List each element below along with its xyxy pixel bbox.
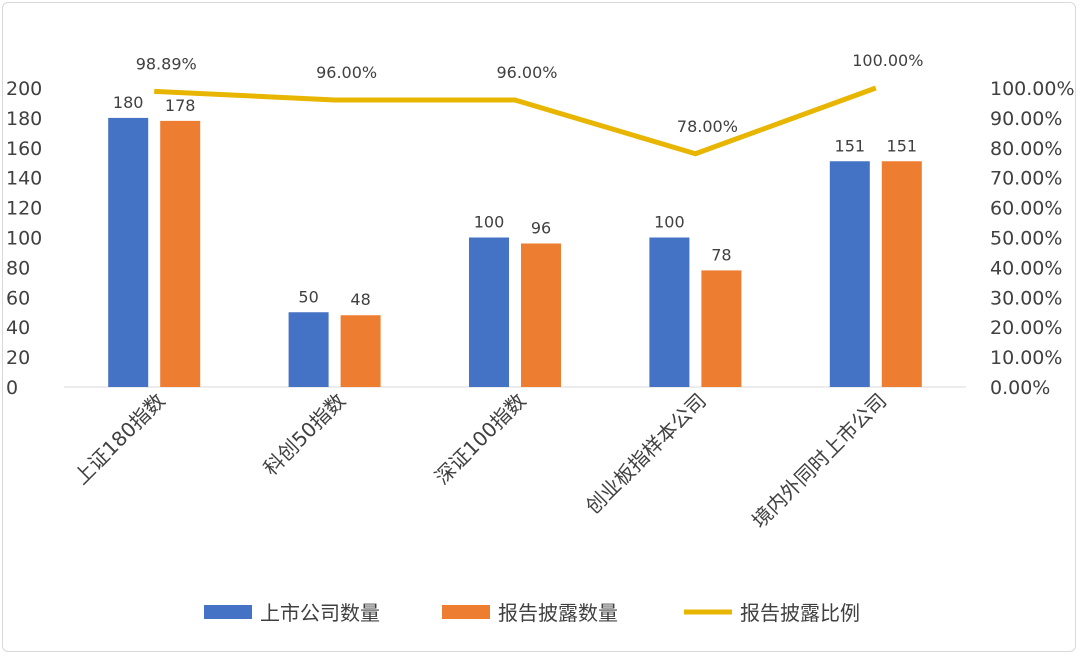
right-tick-label: 30.00%: [990, 287, 1062, 309]
right-tick-label: 100.00%: [990, 78, 1075, 100]
ratio-line: [154, 85, 877, 157]
left-tick-label: 140: [6, 168, 42, 190]
bar-data-label: 100: [474, 213, 505, 232]
category-label: 上证180指数: [69, 389, 170, 490]
bar-data-label: 100: [654, 213, 685, 232]
bar-data-label: 48: [350, 290, 370, 309]
bar-listed: [649, 237, 690, 387]
bar-disclosed: [160, 120, 201, 387]
left-tick-label: 100: [6, 228, 42, 250]
left-tick-label: 180: [6, 108, 42, 130]
category-label: 创业板指样本公司: [581, 389, 711, 519]
left-tick-label: 200: [6, 78, 42, 100]
bar-data-label: 78: [711, 245, 731, 264]
bar-data-label: 96: [531, 218, 551, 237]
legend-swatch-listed: [204, 605, 252, 619]
bar-disclosed: [521, 243, 561, 387]
left-tick-label: 120: [6, 198, 42, 220]
line-data-label: 98.89%: [136, 54, 197, 73]
left-tick-label: 20: [6, 347, 30, 369]
left-tick-label: 40: [6, 317, 30, 339]
left-tick-label: 160: [6, 138, 42, 160]
bar-listed: [288, 312, 329, 387]
bar-data-label: 178: [165, 96, 196, 115]
right-tick-label: 40.00%: [990, 257, 1062, 279]
right-tick-label: 50.00%: [990, 228, 1062, 250]
line-data-label: 78.00%: [677, 117, 738, 136]
right-tick-label: 70.00%: [990, 168, 1062, 190]
left-tick-label: 0: [6, 377, 18, 399]
bar-listed: [829, 161, 870, 387]
category-label: 深证100指数: [430, 389, 531, 490]
legend-label: 上市公司数量: [260, 601, 380, 625]
category-label: 科创50指数: [259, 389, 351, 481]
bar-data-label: 151: [835, 136, 866, 155]
legend-swatch-disclosed: [442, 605, 490, 619]
line-data-label: 100.00%: [852, 51, 923, 70]
bar-data-label: 151: [887, 136, 918, 155]
bar-disclosed: [881, 161, 922, 387]
bar-data-label: 50: [298, 287, 318, 306]
left-tick-label: 80: [6, 257, 30, 279]
right-tick-label: 80.00%: [990, 138, 1062, 160]
bar-data-label: 180: [113, 93, 144, 112]
line-data-label: 96.00%: [316, 63, 377, 82]
bar-disclosed: [701, 270, 742, 387]
right-tick-label: 60.00%: [990, 198, 1062, 220]
legend-label: 报告披露比例: [740, 601, 860, 625]
right-tick-label: 90.00%: [990, 108, 1062, 130]
bar-listed: [108, 117, 149, 388]
right-tick-label: 10.00%: [990, 347, 1062, 369]
left-tick-label: 60: [6, 287, 30, 309]
category-label: 境内外同时上市公司: [747, 389, 891, 533]
legend-label: 报告披露数量: [498, 601, 618, 625]
line-data-label: 96.00%: [496, 63, 557, 82]
bar-disclosed: [340, 315, 381, 387]
right-tick-label: 0.00%: [990, 377, 1050, 399]
bar-listed: [469, 237, 509, 387]
right-tick-label: 20.00%: [990, 317, 1062, 339]
